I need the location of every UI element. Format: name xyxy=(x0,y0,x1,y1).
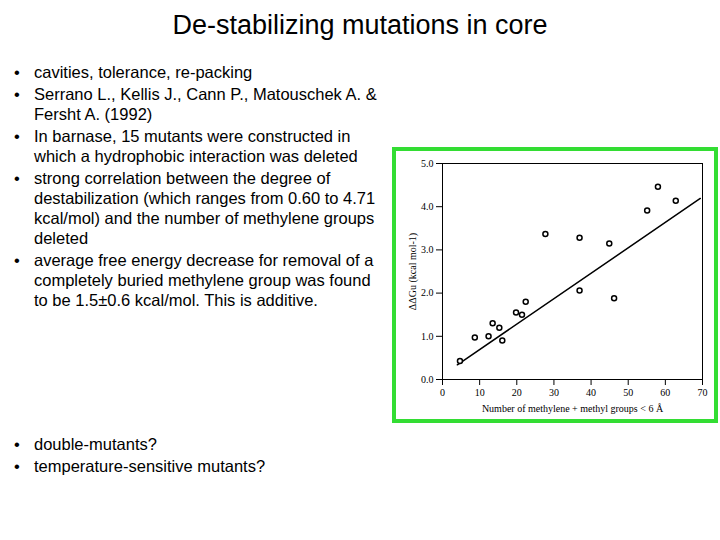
html-text:cavities, tolerance, re-packin: cavities, tolerance, re-packing xyxy=(34,63,253,81)
svg-text:60: 60 xyxy=(660,387,670,398)
html-text:double-mutants?: double-mutants? xyxy=(34,435,157,453)
svg-text:70: 70 xyxy=(698,387,708,398)
html-text:temperature-sensitive mutants?: temperature-sensitive mutants? xyxy=(34,457,266,475)
svg-text:1.0: 1.0 xyxy=(421,331,434,342)
svg-text:4.0: 4.0 xyxy=(421,201,434,212)
svg-text:5.0: 5.0 xyxy=(421,158,434,169)
html-text:De-stabilizing mutations in co: De-stabilizing mutations in core xyxy=(172,10,548,40)
svg-text:50: 50 xyxy=(623,387,633,398)
html-text:In barnase, 15 mutants were co: In barnase, 15 mutants were constructed … xyxy=(34,127,358,165)
svg-text:3.0: 3.0 xyxy=(421,244,434,255)
svg-text:30: 30 xyxy=(549,387,559,398)
html-text:average free energy decrease f: average free energy decrease for removal… xyxy=(34,251,374,309)
svg-text:Number of methylene + methyl g: Number of methylene + methyl groups < 6 … xyxy=(482,403,664,414)
svg-text:0: 0 xyxy=(440,387,445,398)
svg-text:0.0: 0.0 xyxy=(421,374,434,385)
svg-text:2.0: 2.0 xyxy=(421,287,434,298)
html-text:strong correlation between the: strong correlation between the degree of… xyxy=(34,169,376,247)
svg-text:20: 20 xyxy=(512,387,522,398)
html-text:Serrano L., Kellis J., Cann P.: Serrano L., Kellis J., Cann P., Matousch… xyxy=(34,85,377,123)
svg-text:10: 10 xyxy=(475,387,485,398)
svg-text:ΔΔGu (kcal mol-1): ΔΔGu (kcal mol-1) xyxy=(407,233,419,310)
svg-text:40: 40 xyxy=(586,387,596,398)
